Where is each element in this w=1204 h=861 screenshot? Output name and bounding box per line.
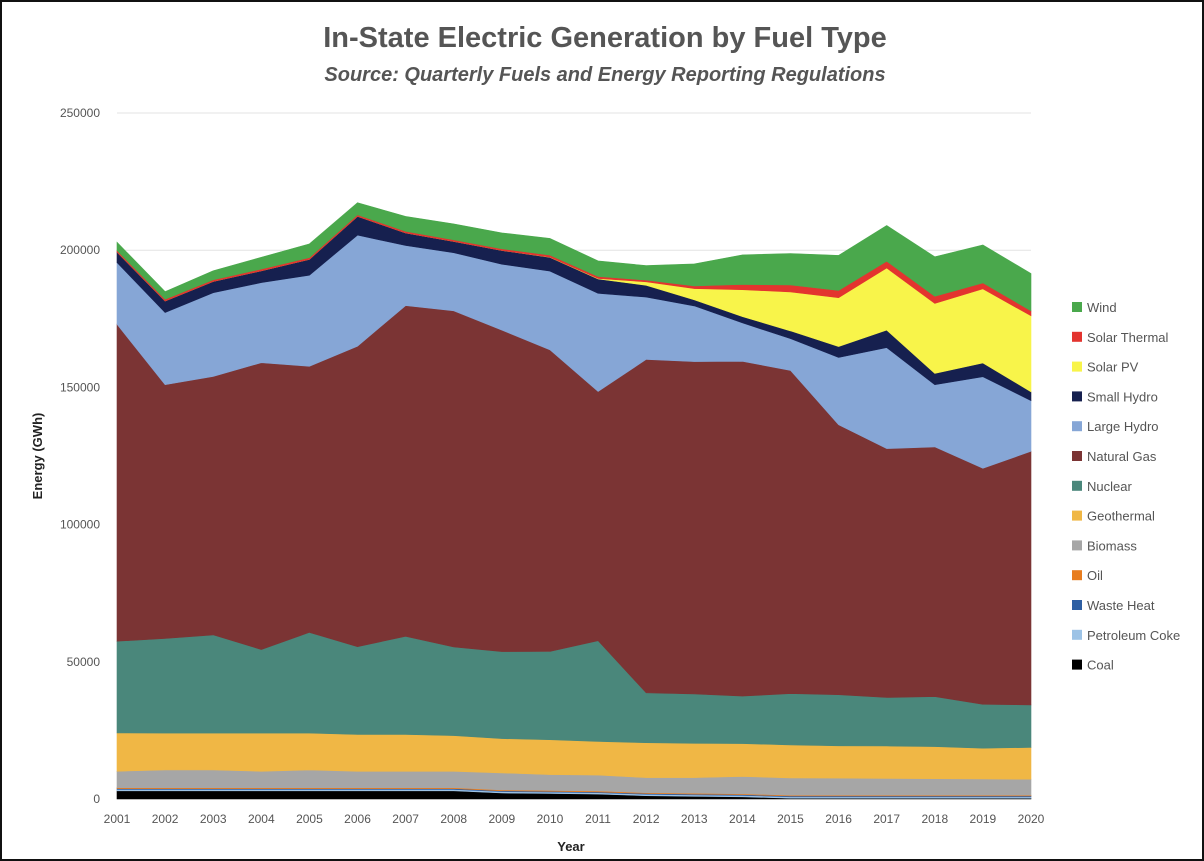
x-tick-label: 2016 [825, 812, 852, 826]
legend-label-small-hydro: Small Hydro [1087, 389, 1158, 404]
legend-label-geothermal: Geothermal [1087, 509, 1155, 524]
x-tick-label: 2003 [200, 812, 227, 826]
x-tick-label: 2019 [970, 812, 997, 826]
legend-swatch-nuclear [1072, 480, 1082, 491]
x-tick-label: 2006 [344, 812, 371, 826]
x-tick-label: 2005 [296, 812, 323, 826]
legend: Wind Solar Thermal Solar PV Small Hydro Larg… [1072, 300, 1180, 673]
x-tick-label: 2007 [392, 812, 419, 826]
x-tick-label: 2020 [1018, 812, 1045, 826]
y-tick-label: 150000 [60, 380, 100, 394]
y-tick-label: 250000 [60, 106, 100, 120]
legend-label-solar-pv: Solar PV [1087, 360, 1139, 375]
area-wind [116, 202, 1032, 312]
legend-swatch-solar-thermal [1072, 331, 1082, 342]
legend-label-solar-thermal: Solar Thermal [1087, 330, 1169, 345]
y-tick-label: 200000 [60, 243, 100, 257]
x-tick-label: 2004 [248, 812, 275, 826]
y-tick-label: 50000 [67, 655, 101, 669]
x-axis-ticks: 2001 2002 2003 2004 2005 2006 2007 2008 2009 2010… [104, 812, 1045, 826]
legend-label-nuclear: Nuclear [1087, 479, 1132, 494]
legend-label-large-hydro: Large Hydro [1087, 419, 1159, 434]
chart-subtitle: Source: Quarterly Fuels and Energy Repor… [324, 64, 886, 86]
x-tick-label: 2018 [921, 812, 948, 826]
x-tick-label: 2002 [152, 812, 179, 826]
x-tick-label: 2013 [681, 812, 708, 826]
x-tick-label: 2011 [585, 812, 611, 826]
legend-swatch-petroleum-coke [1072, 629, 1082, 640]
legend-swatch-small-hydro [1072, 391, 1082, 402]
legend-label-biomass: Biomass [1087, 538, 1137, 553]
x-tick-label: 2017 [873, 812, 900, 826]
x-tick-label: 2010 [537, 812, 564, 826]
series-areas [116, 202, 1032, 800]
legend-swatch-wind [1072, 302, 1082, 312]
x-tick-label: 2008 [440, 812, 467, 826]
legend-swatch-coal [1072, 659, 1082, 670]
y-axis-label: Energy (GWh) [30, 413, 45, 500]
x-axis-label: Year [557, 839, 584, 854]
legend-label-wind: Wind [1087, 300, 1117, 315]
legend-label-waste-heat: Waste Heat [1087, 598, 1155, 613]
chart-title: In-State Electric Generation by Fuel Typ… [323, 22, 887, 54]
legend-label-oil: Oil [1087, 568, 1103, 583]
legend-swatch-large-hydro [1072, 421, 1082, 432]
x-tick-label: 2012 [633, 812, 660, 826]
legend-swatch-biomass [1072, 540, 1082, 551]
y-tick-label: 0 [93, 792, 100, 806]
x-tick-label: 2009 [488, 812, 515, 826]
legend-swatch-oil [1072, 570, 1082, 581]
x-tick-label: 2015 [777, 812, 804, 826]
legend-swatch-geothermal [1072, 510, 1082, 521]
legend-label-natural-gas: Natural Gas [1087, 449, 1157, 464]
legend-swatch-waste-heat [1072, 600, 1082, 610]
y-axis-ticks: 0 50000 100000 150000 200000 250000 [60, 106, 100, 806]
legend-label-petroleum-coke: Petroleum Coke [1087, 628, 1180, 643]
legend-label-coal: Coal [1087, 658, 1114, 673]
y-tick-label: 100000 [60, 518, 100, 532]
x-tick-label: 2014 [729, 812, 756, 826]
x-tick-label: 2001 [104, 812, 131, 826]
legend-swatch-solar-pv [1072, 361, 1082, 372]
legend-swatch-natural-gas [1072, 451, 1082, 461]
